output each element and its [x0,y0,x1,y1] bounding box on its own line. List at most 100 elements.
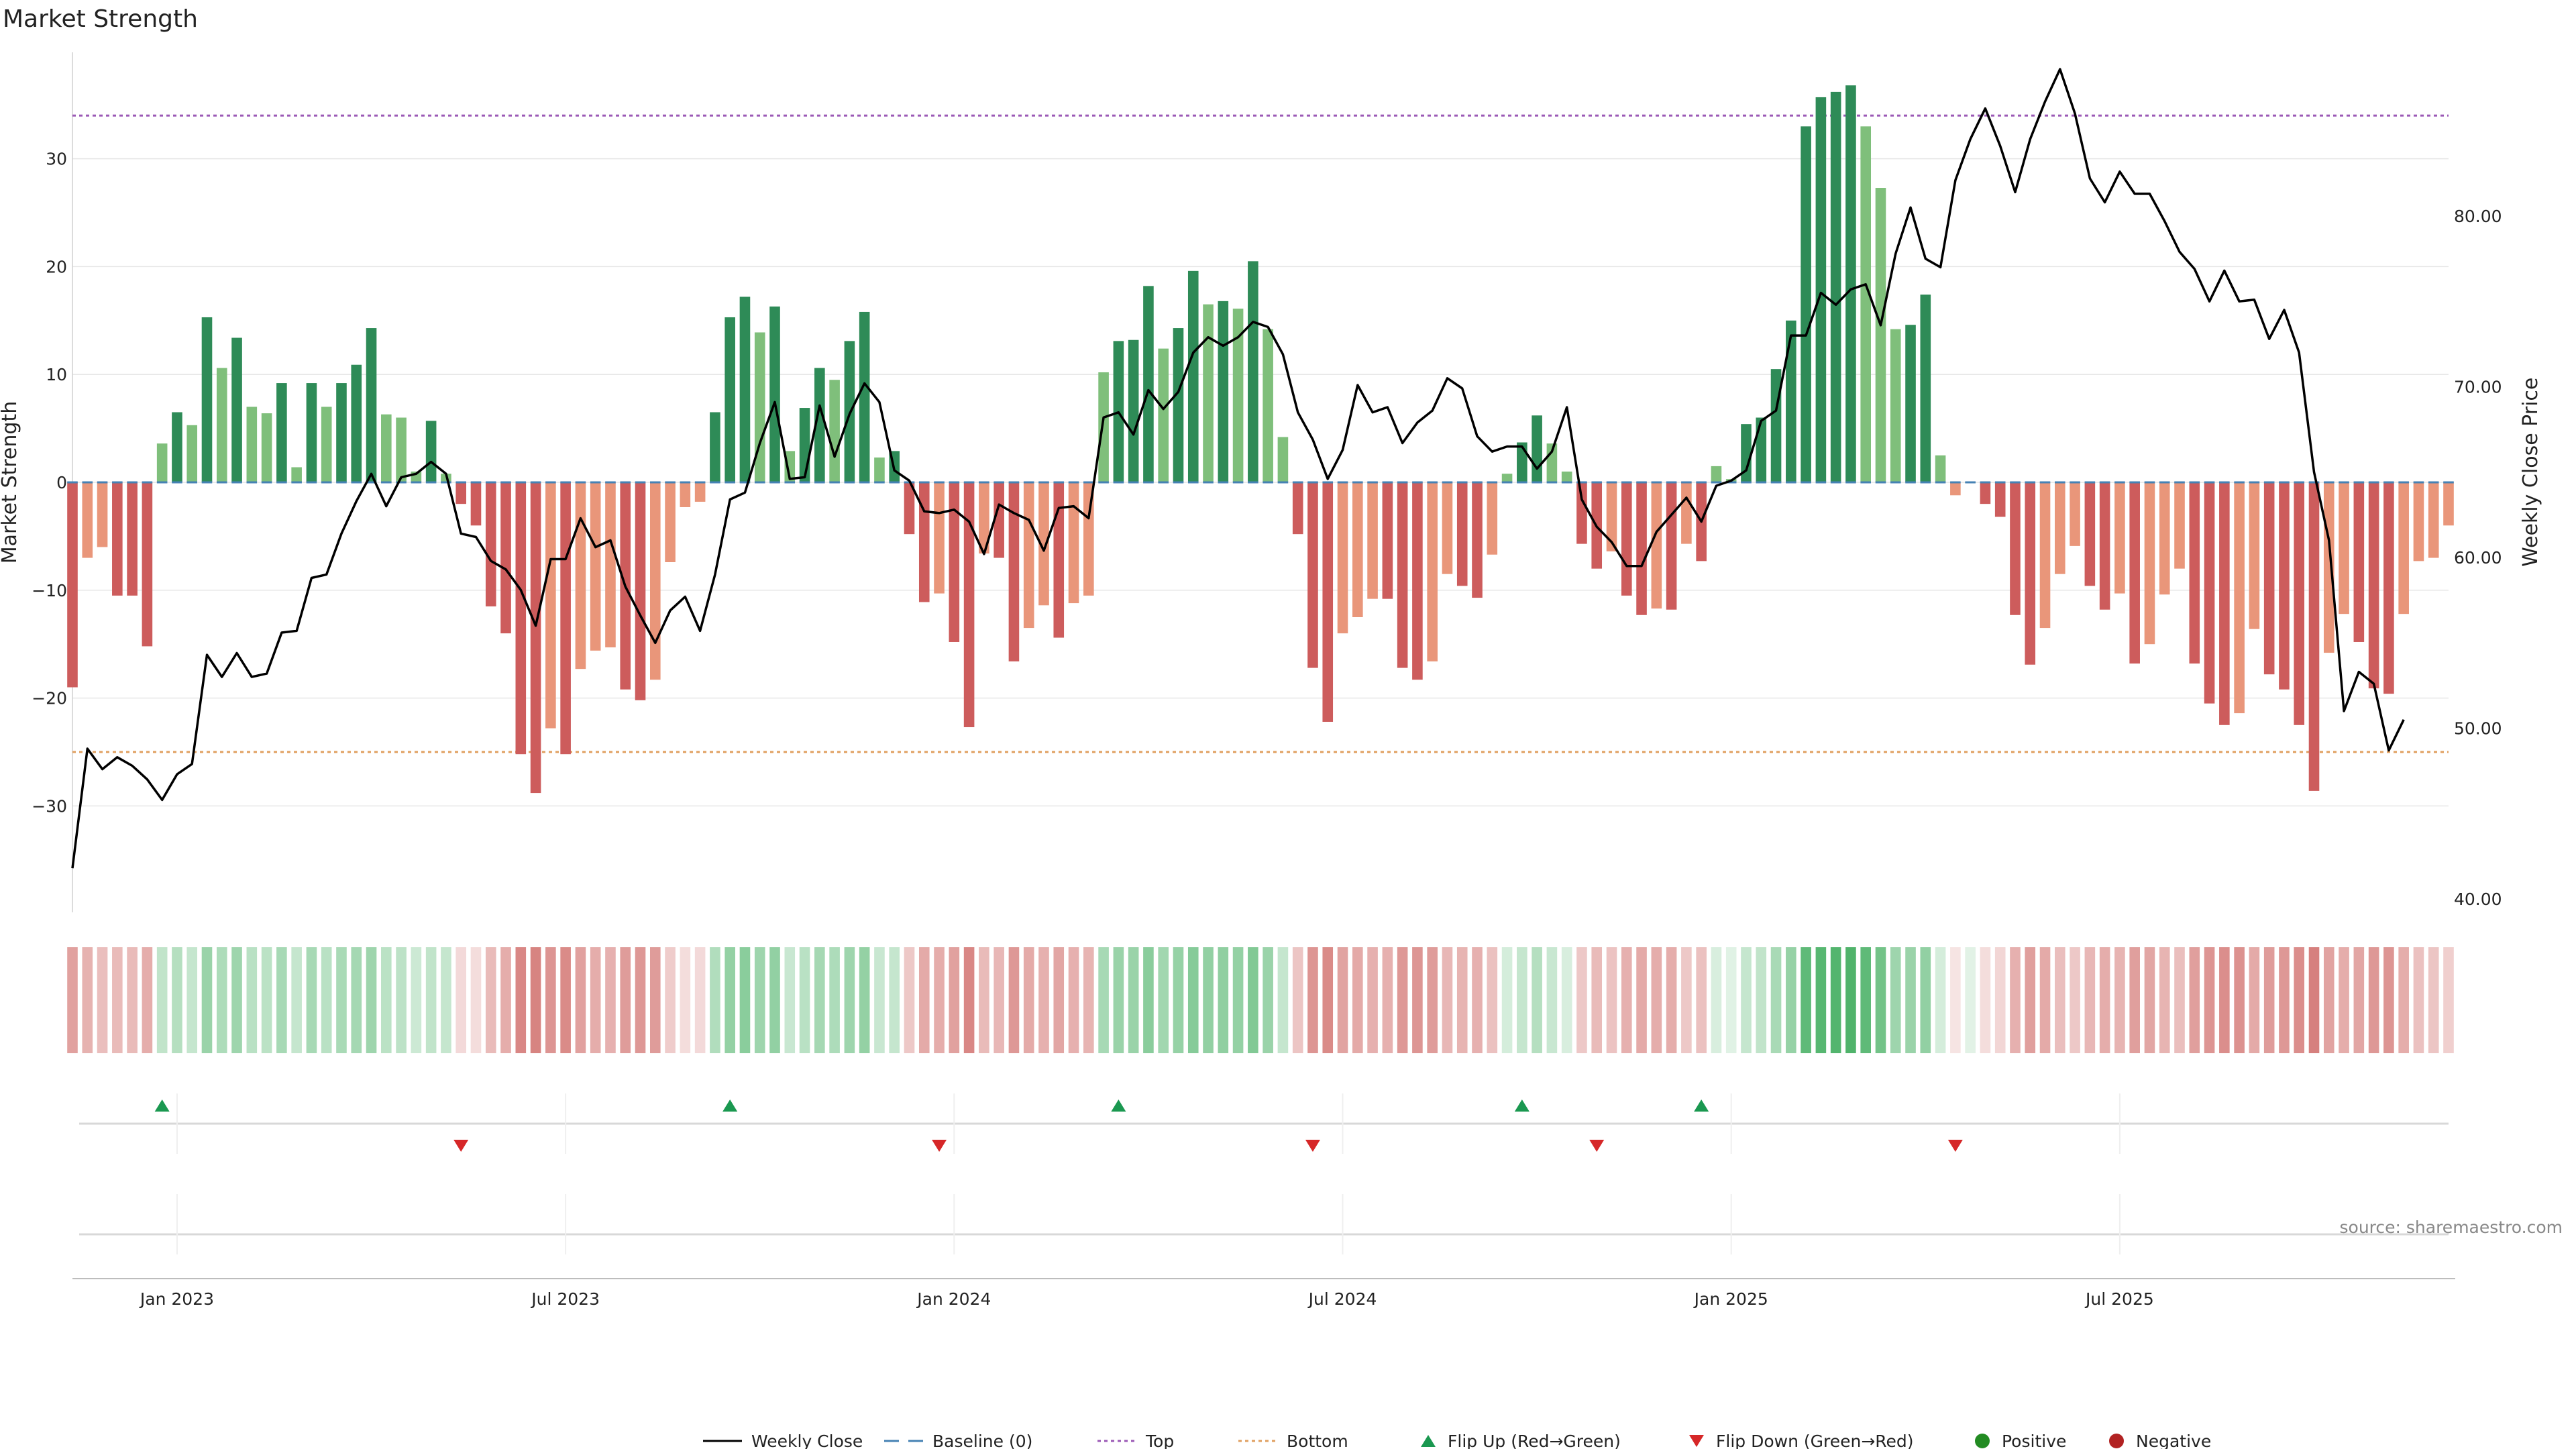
strength-bar [201,317,213,482]
strength-bar [1756,417,1767,482]
legend: Weekly Close Baseline (0) Top Bottom Flip Up… [703,1432,2211,1449]
legend-swatch-flip-down [1689,1435,1704,1447]
threshold-lines [72,114,2449,753]
strength-bar [1053,482,1065,638]
heat-cell [2070,947,2080,1053]
heat-cell [1621,947,1632,1053]
heat-cell [2039,947,2051,1053]
heat-cell [1801,947,1811,1053]
strength-bar [67,482,78,688]
heat-cell [1770,947,1782,1053]
strength-bar [2249,482,2260,629]
strength-bar [1367,482,1378,599]
strength-bar [2099,482,2110,610]
strength-bar [1770,369,1782,482]
strength-bar [1681,482,1692,544]
strength-bar [1187,270,1199,482]
heat-cell [2055,947,2065,1053]
y-left-axis-title: Market Strength [0,401,21,564]
heat-cell [2189,947,2200,1053]
heat-cell [1636,947,1647,1053]
heat-cell [874,947,885,1053]
strength-bar [2368,482,2379,689]
strength-bar [500,482,511,634]
heat-cell [2443,947,2454,1053]
strength-bar [2279,482,2290,690]
y-left-tick-label: −20 [32,689,67,708]
strength-bar [142,482,153,647]
strength-bar [949,482,960,642]
strength-bar [2129,482,2140,664]
heat-cell [276,947,287,1053]
heat-cell [2413,947,2424,1053]
strength-bar [1083,482,1094,596]
heat-cell [1218,947,1229,1053]
heat-cell [2339,947,2349,1053]
heat-cell [231,947,242,1053]
x-tick-label: Jul 2024 [1307,1289,1377,1309]
heat-cell [1128,947,1139,1053]
heat-cell [1532,947,1542,1053]
flip-markers [79,1099,2449,1236]
legend-label: Flip Up (Red→Green) [1448,1432,1621,1449]
legend-label: Top [1145,1432,1174,1449]
x-tick-label: Jan 2023 [139,1289,214,1309]
heat-cell [112,947,123,1053]
strength-bar [1442,482,1453,574]
heat-cell [904,947,915,1053]
heat-cell [1815,947,1827,1053]
heat-cell [1427,947,1438,1053]
strength-bar [1456,482,1468,586]
legend-label: Negative [2136,1432,2211,1449]
strength-bar [127,482,138,596]
heat-cell [127,947,138,1053]
flip-up-marker [722,1099,738,1112]
strength-bar [231,337,242,482]
heat-cell [754,947,765,1053]
strength-bar [1905,325,1916,482]
heat-cell [246,947,258,1053]
strength-bar [829,380,840,482]
strength-bar [814,368,825,482]
strength-bar [1397,482,1408,668]
heat-cell [1950,947,1961,1053]
y-left-tick-label: 10 [46,365,67,384]
x-tick-label: Jan 2024 [916,1289,991,1309]
strength-bar [1532,415,1542,482]
strength-bar [1068,482,1079,604]
flip-down-marker [1947,1140,1963,1152]
heat-cell [2249,947,2260,1053]
heat-cell [2204,947,2215,1053]
strength-bar [2308,482,2320,791]
strength-bar [784,451,796,482]
heat-cell [889,947,900,1053]
legend-swatch-negative [2109,1434,2124,1448]
heat-cell [1173,947,1184,1053]
strength-bar [1651,482,1662,609]
heat-cell [1725,947,1737,1053]
heat-cell [1083,947,1094,1053]
heat-cell [694,947,706,1053]
strength-bar [918,482,930,602]
heat-cell [979,947,989,1053]
y-left-tick-label: 30 [46,150,67,169]
heat-cell [620,947,631,1053]
heat-cell [545,947,556,1053]
strength-bar [425,421,437,482]
heat-cell [2323,947,2334,1053]
strength-bar [246,407,258,482]
heat-cell [2428,947,2439,1053]
heat-cell [1038,947,1049,1053]
heat-cell [1591,947,1603,1053]
heat-cell [2279,947,2290,1053]
y-left-tick-label: 20 [46,257,67,276]
axes: 30 20 10 0 −10 −20 −30 80.00 70.00 60.00 50.00 40.0… [0,52,2542,912]
strength-bar [216,368,227,482]
strength-bar [1815,97,1827,483]
y-right-tick-label: 40.00 [2454,890,2502,909]
strength-bar [1307,482,1318,668]
heat-cell [1501,947,1513,1053]
heat-cell [425,947,437,1053]
heat-cell [859,947,870,1053]
